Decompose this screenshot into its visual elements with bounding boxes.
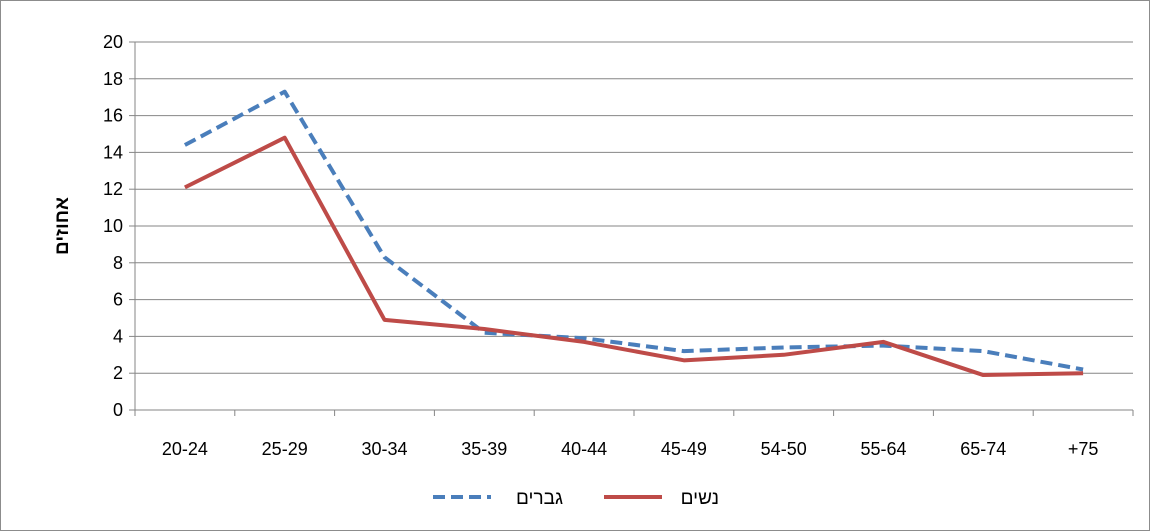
gridlines — [135, 41, 1133, 374]
y-tick-label: 14 — [103, 142, 123, 162]
y-axis-label: אחוזים — [52, 197, 73, 255]
legend-label-1: נשים — [681, 488, 719, 509]
y-tick-label: 16 — [103, 106, 123, 126]
x-tick-labels: 20-24 25-29 30-34 35-39 40-44 45-49 54-50 55-64… — [162, 439, 1098, 459]
x-tick-label: 30-34 — [361, 439, 407, 459]
legend-label-0: גברים — [516, 488, 563, 509]
y-tick-label: 18 — [103, 69, 123, 89]
x-tick-label: 54-50 — [761, 439, 807, 459]
y-tick-label: 8 — [113, 253, 123, 273]
x-tick-label: 25-29 — [262, 439, 308, 459]
x-tick-label: 20-24 — [162, 439, 208, 459]
y-tick-label: 12 — [103, 179, 123, 199]
x-tick-label: +75 — [1068, 439, 1099, 459]
series-line-0 — [183, 89, 1084, 372]
series-lines — [183, 89, 1084, 378]
y-tick-label: 0 — [113, 400, 123, 420]
series-line-1 — [184, 135, 1084, 378]
x-tick-label: 35-39 — [461, 439, 507, 459]
x-tick-label: 40-44 — [561, 439, 607, 459]
x-tick-label: 45-49 — [661, 439, 707, 459]
x-tick-label: 65-74 — [960, 439, 1006, 459]
y-tick-label: 10 — [103, 216, 123, 236]
x-tick-label: 55-64 — [860, 439, 906, 459]
y-tick-label: 6 — [113, 290, 123, 310]
axes — [129, 41, 1134, 416]
y-tick-label: 4 — [113, 326, 123, 346]
y-tick-label: 20 — [103, 32, 123, 52]
y-tick-label: 2 — [113, 363, 123, 383]
y-tick-labels: 0 2 4 6 8 10 12 14 16 18 20 — [103, 32, 123, 420]
legend: גברים נשים — [433, 488, 719, 509]
